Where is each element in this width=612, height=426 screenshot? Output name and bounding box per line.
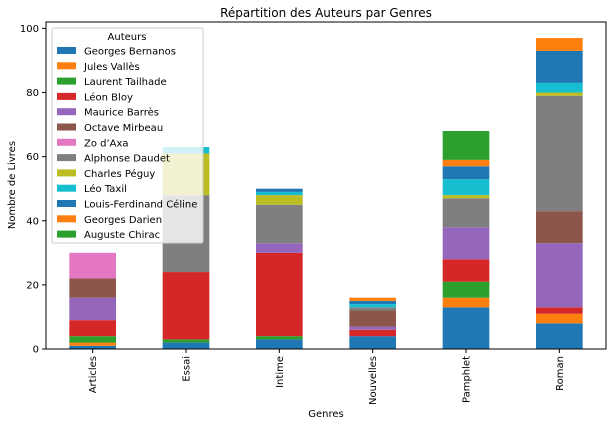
legend-swatch xyxy=(57,200,76,207)
bar-segment xyxy=(162,342,210,349)
bar-segment xyxy=(256,188,303,192)
x-tick-label: Pamphlet xyxy=(462,356,473,403)
legend: Auteurs Georges Bernanos Jules Vallès Laur… xyxy=(51,27,204,244)
x-tick-label: Roman xyxy=(555,356,566,391)
bar-segment xyxy=(256,336,303,340)
legend-label: Léo Taxil xyxy=(84,183,127,195)
legend-label: Charles Péguy xyxy=(84,168,155,180)
bar-segment xyxy=(442,159,490,167)
y-tick-label: 20 xyxy=(26,280,39,291)
bar-segment xyxy=(349,307,396,311)
y-tick-label: 60 xyxy=(26,152,39,163)
legend-label: Louis-Ferdinand Céline xyxy=(84,199,197,211)
x-tick-label: Intime xyxy=(275,356,286,388)
bar-segment xyxy=(162,339,210,343)
legend-label: Zo d’Axa xyxy=(84,138,129,149)
legend-swatch xyxy=(57,230,76,238)
bar-segment xyxy=(256,339,303,349)
bar-segment xyxy=(69,278,116,298)
y-tick-label: 0 xyxy=(33,345,39,356)
bar-segment xyxy=(442,307,490,349)
bar-segment xyxy=(256,252,303,337)
legend-label: Léon Bloy xyxy=(84,91,133,103)
x-tick-label: Nouvelles xyxy=(368,356,379,405)
x-tick-label: Articles xyxy=(88,356,99,393)
y-tick-label: 100 xyxy=(20,24,39,35)
legend-swatch xyxy=(57,92,76,100)
bar-segment xyxy=(349,304,396,308)
bar-segment xyxy=(442,195,490,199)
legend-items: Georges Bernanos Jules Vallès Laurent Tail… xyxy=(57,47,197,241)
bar-segment xyxy=(256,204,303,244)
bar-segment xyxy=(536,38,583,51)
bar-segment xyxy=(536,313,583,324)
bar-segment xyxy=(442,198,490,228)
bar-segment xyxy=(442,281,490,298)
bar-segment xyxy=(162,272,210,340)
bar-segment xyxy=(536,82,583,93)
y-axis-label: Nombre de Livres xyxy=(7,141,18,229)
legend-label: Georges Darien xyxy=(84,215,162,226)
bar-segment xyxy=(442,166,490,180)
plot-area-frame xyxy=(45,21,607,350)
bar-segment xyxy=(536,323,583,349)
bar-segment xyxy=(256,191,303,196)
y-tick-label: 40 xyxy=(26,216,39,227)
legend-title: Auteurs xyxy=(108,32,147,43)
bar-segment xyxy=(69,336,116,343)
bar-segment xyxy=(69,252,116,279)
legend-label: Auguste Chirac xyxy=(84,230,160,241)
legend-swatch xyxy=(57,123,76,131)
bar-segment xyxy=(442,179,490,196)
legend-swatch xyxy=(57,77,76,85)
legend-swatch xyxy=(57,62,76,70)
legend-swatch xyxy=(57,169,76,177)
legend-label: Alphonse Daudet xyxy=(84,154,170,165)
bar-segment xyxy=(69,320,116,337)
legend-swatch xyxy=(57,47,76,54)
chart-title: Répartition des Auteurs par Genres xyxy=(220,6,432,20)
bar-segment xyxy=(69,297,116,321)
legend-label: Jules Vallès xyxy=(83,61,140,73)
bar-segment xyxy=(349,297,396,301)
x-tick-label: Essai xyxy=(182,356,193,382)
bar-segment xyxy=(536,243,583,308)
legend-swatch xyxy=(57,154,76,162)
bar-segment xyxy=(536,211,583,244)
legend-label: Maurice Barrès xyxy=(84,107,159,119)
legend-label: Octave Mirbeau xyxy=(84,123,163,134)
bar-segment xyxy=(349,336,396,349)
bar-segment xyxy=(536,50,583,83)
bar-segment xyxy=(349,329,396,337)
bar-segment xyxy=(69,342,116,346)
bar-segment xyxy=(442,227,490,260)
bar-segment xyxy=(442,131,490,160)
legend-swatch xyxy=(57,215,76,223)
bar-segment xyxy=(256,195,303,205)
legend-swatch xyxy=(57,108,76,116)
x-axis-label: Genres xyxy=(308,409,344,420)
legend-box xyxy=(51,27,204,244)
bar-segment xyxy=(442,297,490,308)
bar-segment xyxy=(536,92,583,96)
legend-label: Laurent Tailhade xyxy=(84,77,167,88)
legend-swatch xyxy=(57,184,76,192)
bar-segment xyxy=(349,310,396,327)
legend-label: Georges Bernanos xyxy=(84,47,176,58)
legend-swatch xyxy=(57,138,76,146)
bar-segment xyxy=(349,300,396,305)
bar-segment xyxy=(256,243,303,253)
x-axis: Articles Essai Intime Nouvelles Pamphlet Roma… xyxy=(88,349,566,405)
bar-segment xyxy=(536,95,583,212)
bar-segment xyxy=(442,259,490,282)
bar-segment xyxy=(69,345,116,349)
y-axis: 0 20 40 60 80 100 xyxy=(20,24,46,356)
bar-segment xyxy=(536,307,583,314)
bar-segment xyxy=(349,326,396,330)
y-tick-label: 80 xyxy=(26,88,39,99)
